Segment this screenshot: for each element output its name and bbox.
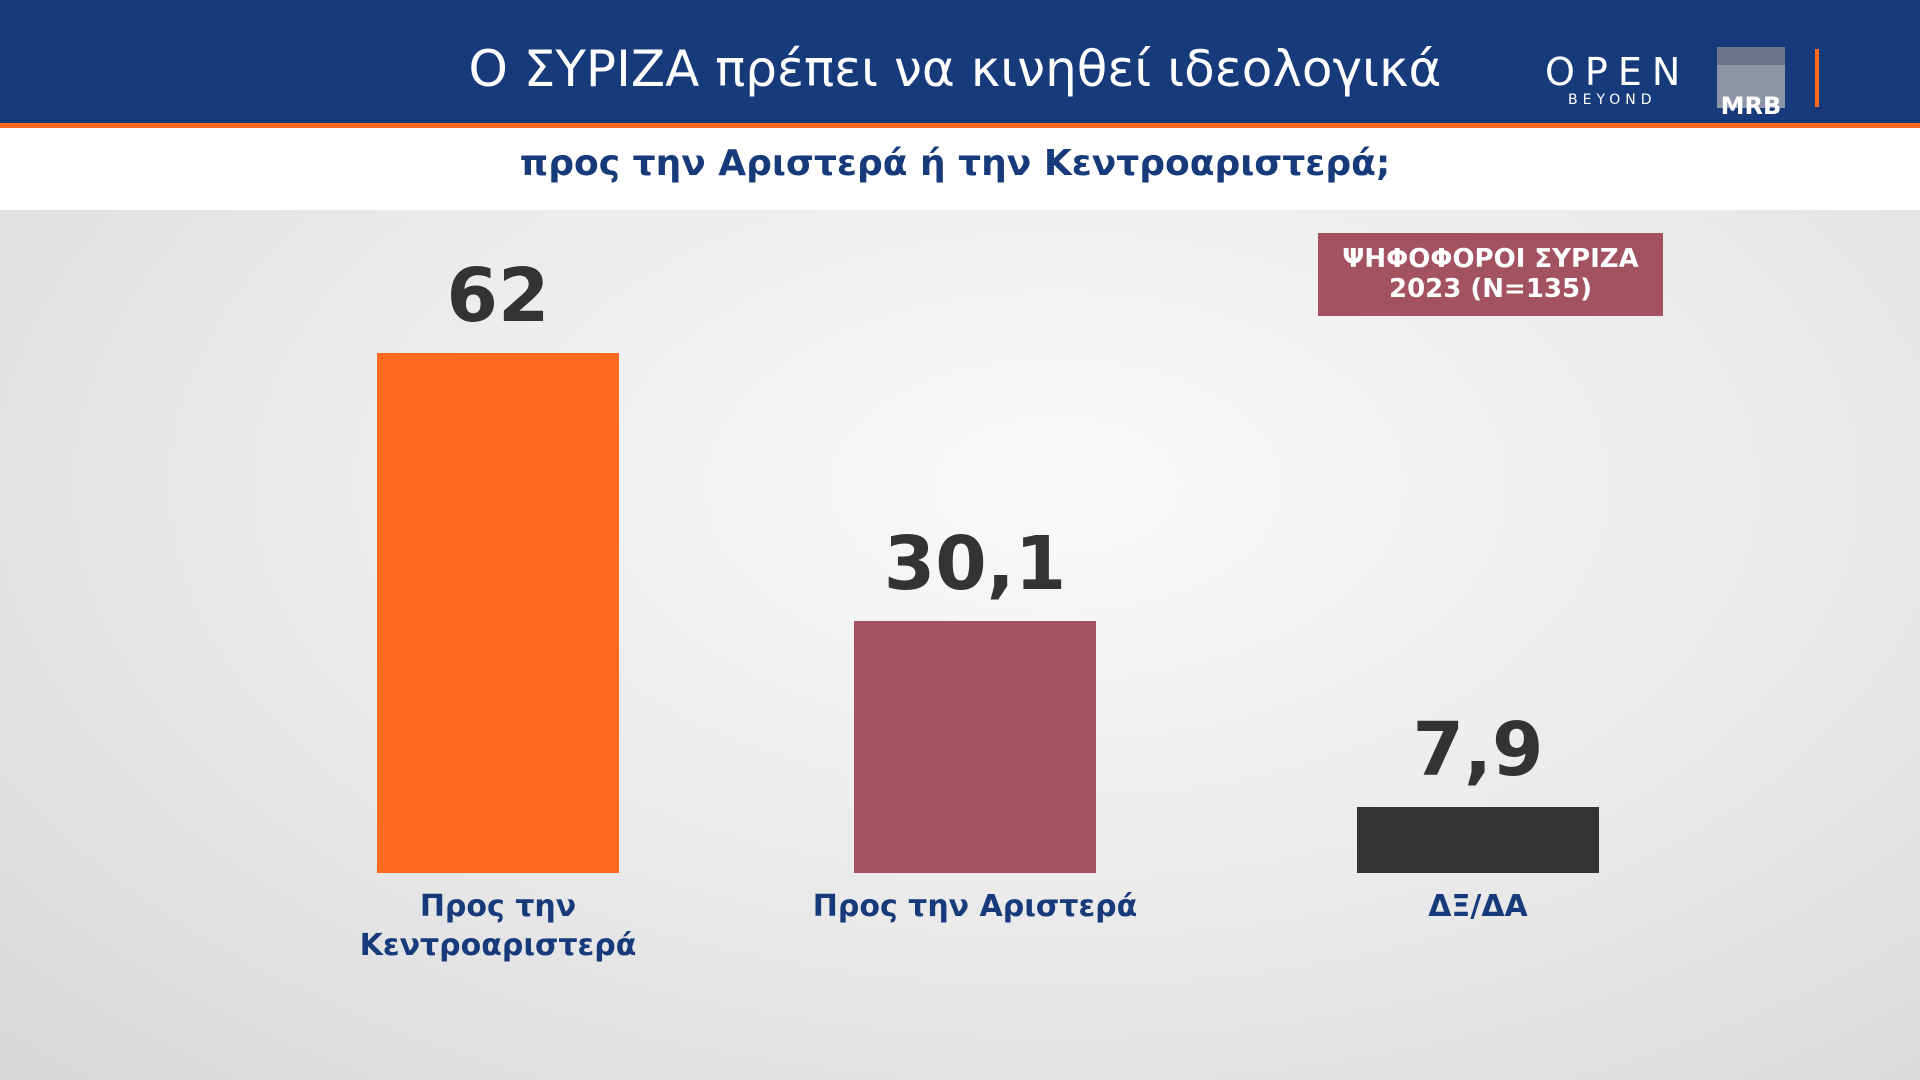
value-label: 30,1 (883, 520, 1067, 607)
value-label: 7,9 (1412, 706, 1544, 793)
category-label: Προς την Αριστερά (812, 889, 1138, 924)
bar (1357, 806, 1599, 873)
bar (854, 620, 1096, 873)
category-label: ΔΞ/ΔΑ (1428, 889, 1528, 924)
header (0, 0, 1920, 124)
chart-subtitle: προς την Αριστερά ή την Κεντροαριστερά; (519, 143, 1391, 184)
annotation-text: ΨΗΦΟΦΟΡΟΙ ΣΥΡΙΖΑ 2023 (N=135) (1342, 243, 1639, 304)
annotation: ΨΗΦΟΦΟΡΟΙ ΣΥΡΙΖΑ 2023 (N=135) (1318, 233, 1663, 316)
logo-separator (1815, 49, 1819, 107)
pollster-logo: MRB (1717, 47, 1785, 120)
header-accent (0, 123, 1920, 128)
value-label: 62 (446, 253, 550, 339)
subtitle-bar (0, 128, 1920, 210)
channel-logo: OPEN (1545, 50, 1691, 94)
channel-tagline: BEYOND (1568, 92, 1657, 108)
category-label: Προς την Κεντροαριστερά (359, 889, 637, 963)
bar (377, 353, 619, 873)
chart-title: Ο ΣΥΡΙΖΑ πρέπει να κινηθεί ιδεολογικά (468, 40, 1442, 98)
